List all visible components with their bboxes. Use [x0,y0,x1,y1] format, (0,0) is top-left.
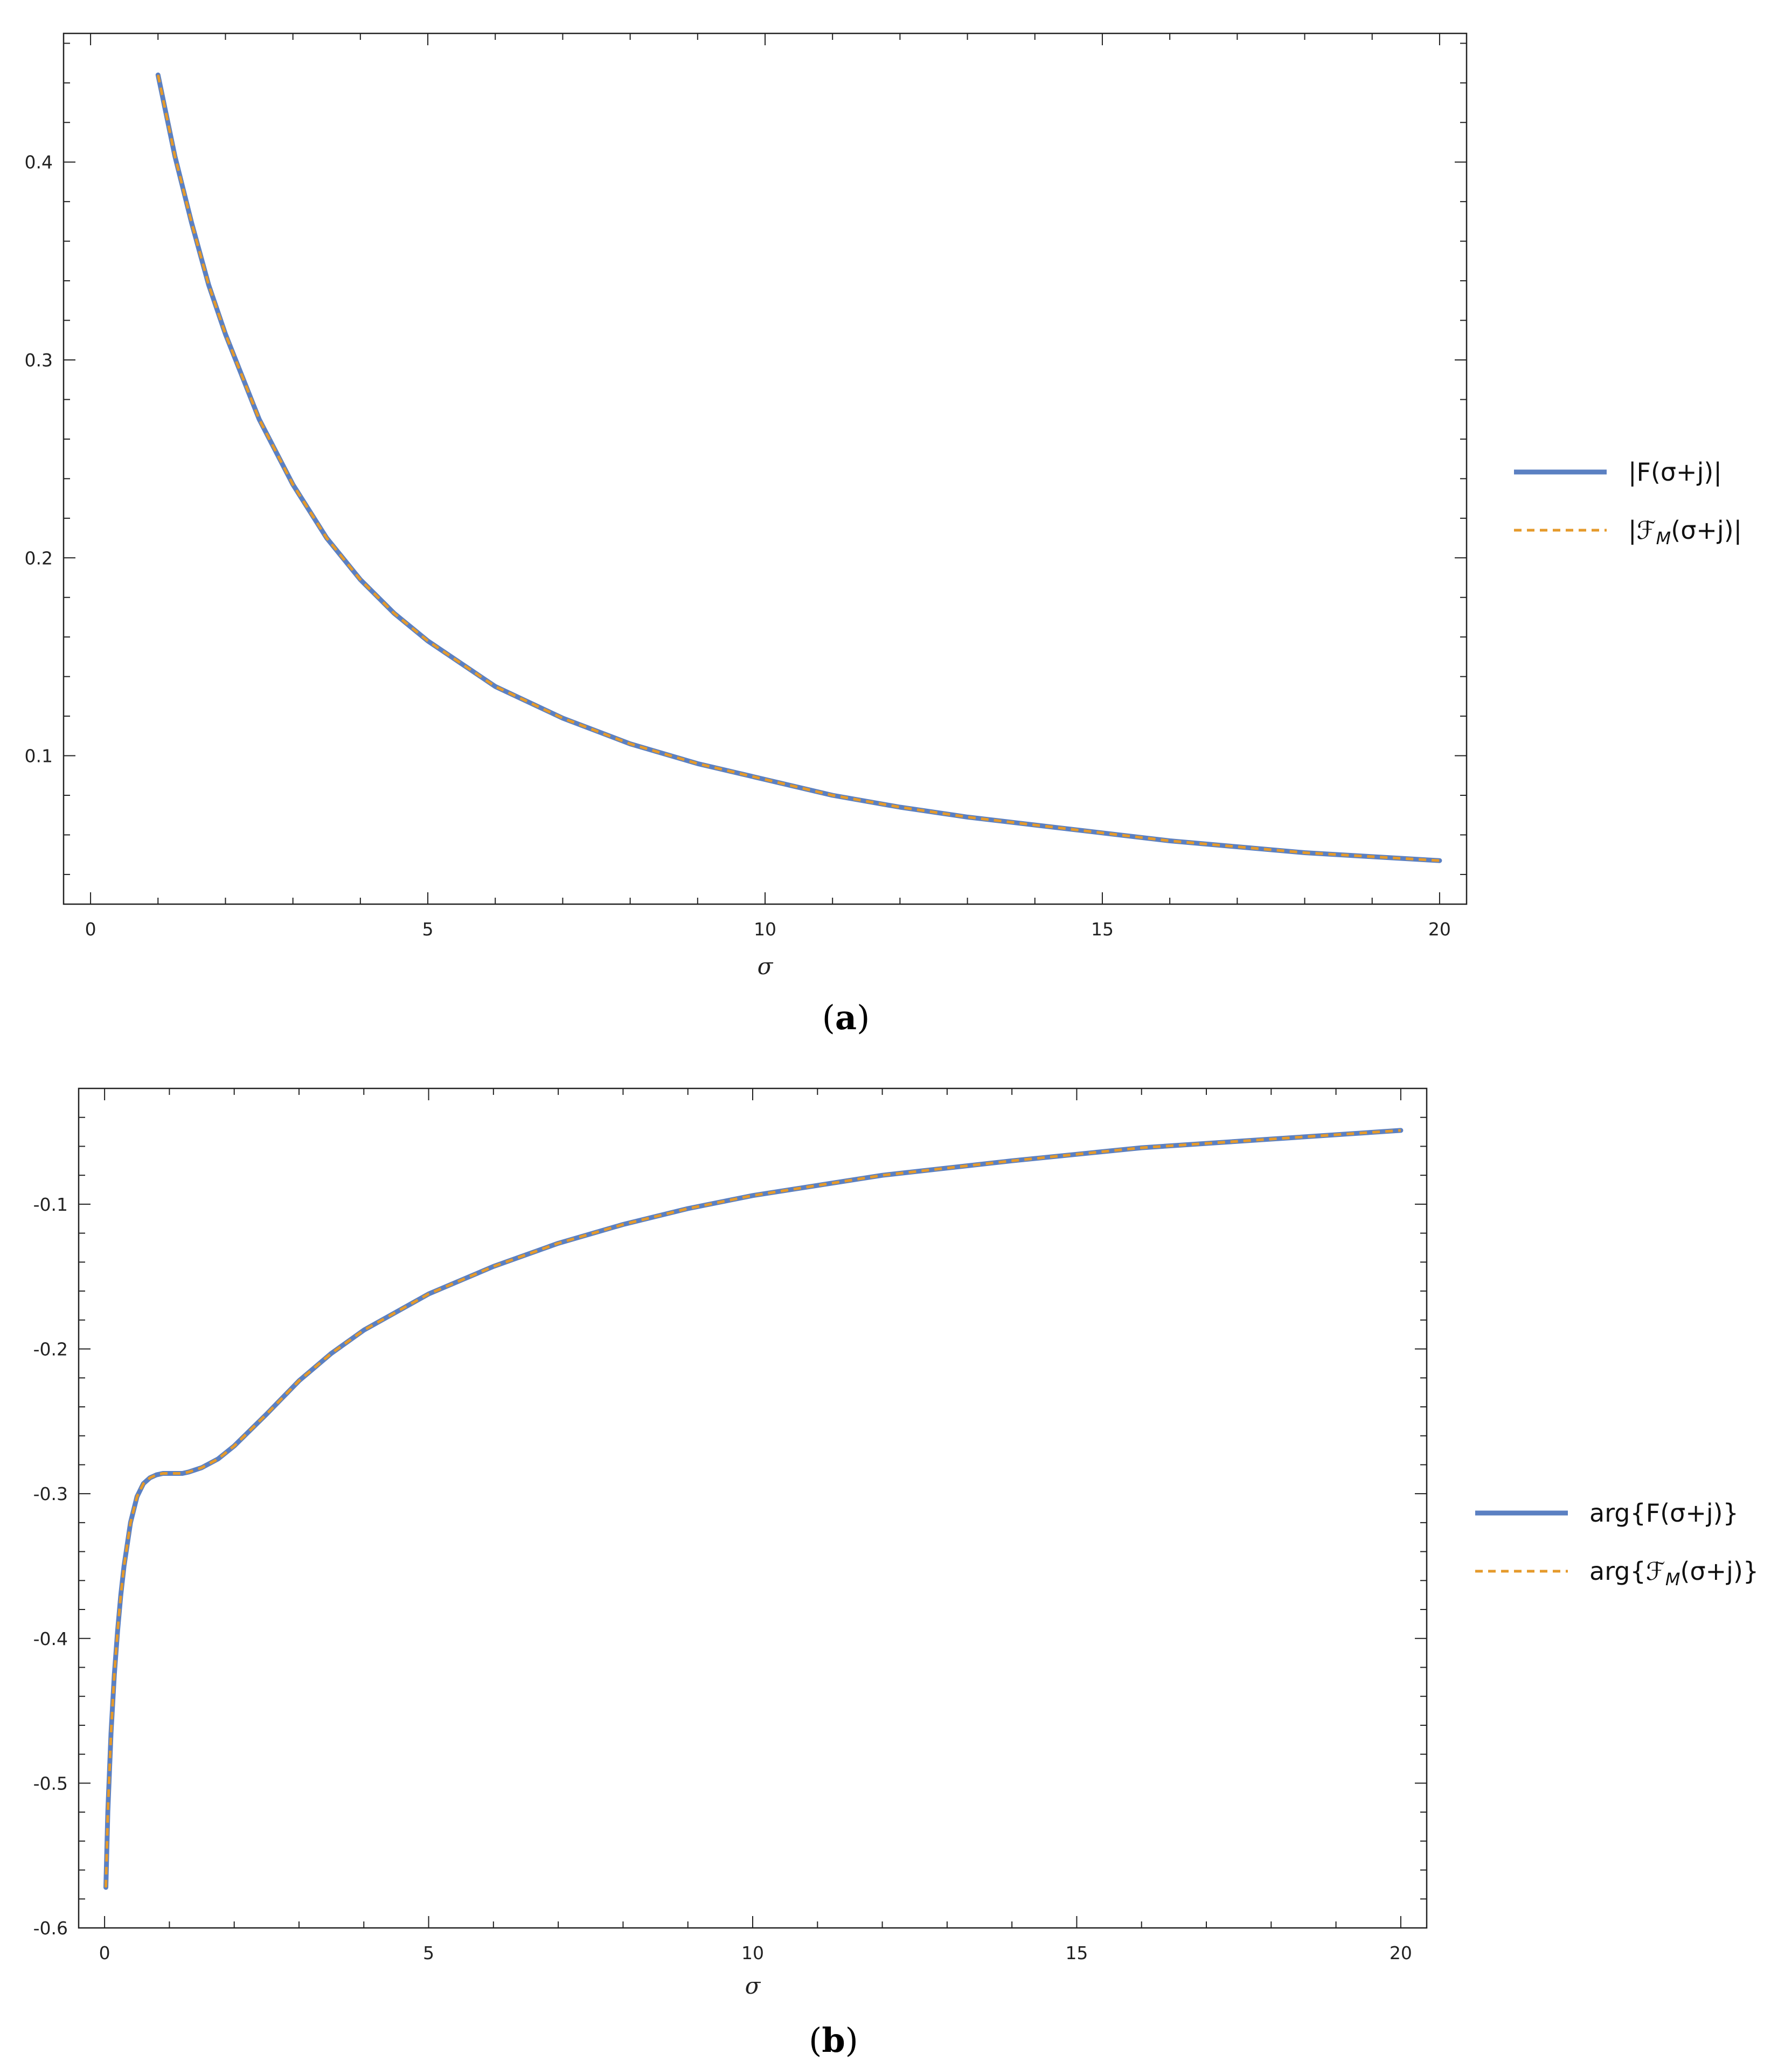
legend-label: |ℱM(σ+j)| [1628,516,1742,549]
y-tick-label: 0.4 [25,152,53,173]
y-tick-label: -0.6 [33,1918,68,1939]
x-tick-label: 5 [422,919,434,940]
y-tick-label: -0.2 [33,1339,68,1360]
y-tick-label: -0.5 [33,1773,68,1794]
plot-frame [62,32,1468,905]
y-tick-label: 0.1 [25,746,53,767]
x-tick-label: 20 [1390,1942,1412,1963]
legend-label: arg{F(σ+j)} [1589,1498,1739,1528]
x-tick-label: 10 [754,919,776,940]
x-tick-label: 15 [1091,919,1114,940]
panel-label: (b) [809,2021,858,2060]
x-tick-label: 5 [423,1942,434,1963]
y-tick-label: 0.3 [25,350,53,371]
series-line-exact [103,1128,1404,1890]
y-tick-label: -0.3 [33,1483,68,1504]
x-tick-label: 10 [741,1942,764,1963]
y-tick-label: -0.4 [33,1628,68,1649]
x-tick-label: 0 [85,919,96,940]
legend-label: |F(σ+j)| [1628,457,1722,487]
series-line-model [105,1129,1401,1887]
panel-label: (a) [822,998,870,1037]
series-line-model [156,74,1440,862]
x-tick-label: 0 [99,1942,110,1963]
y-tick-label: -0.1 [33,1194,68,1215]
chart-panel-a: 0 5 10 15 20 0.1 0.2 0.3 0.4 σ (a) |F(σ+j)| |ℱM(σ+j)… [25,32,1742,1037]
x-axis-label: σ [758,953,774,980]
plot-frame [78,1087,1428,1929]
series-line-exact [155,72,1442,863]
legend-label: arg{ℱM(σ+j)} [1589,1557,1759,1590]
chart-panel-b: 0 5 10 15 20 -0.6 -0.5 -0.4 -0.3 -0.2 -0.1 σ (b) arg{… [33,1087,1759,2060]
x-axis-label: σ [745,1973,761,1999]
y-tick-label: 0.2 [25,547,53,568]
x-tick-label: 15 [1065,1942,1088,1963]
x-tick-label: 20 [1428,919,1451,940]
